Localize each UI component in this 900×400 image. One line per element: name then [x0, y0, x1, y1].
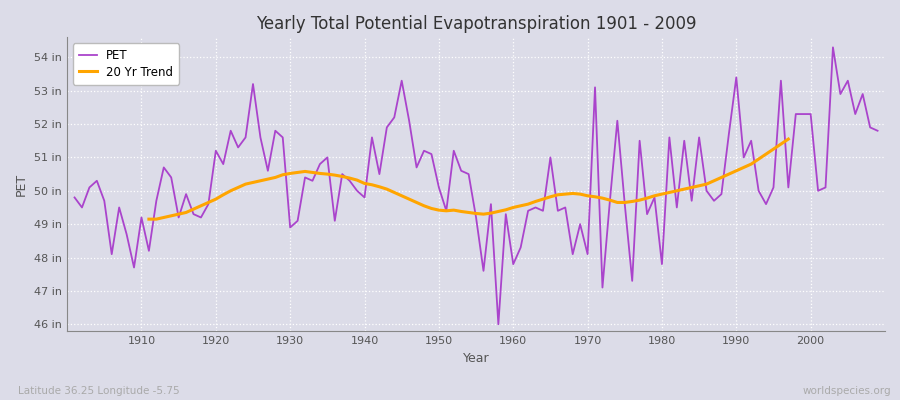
20 Yr Trend [248, 180, 258, 185]
PET [69, 195, 80, 200]
PET [292, 218, 303, 223]
PET [508, 262, 518, 266]
Legend: PET, 20 Yr Trend: PET, 20 Yr Trend [73, 43, 179, 84]
Text: worldspecies.org: worldspecies.org [803, 386, 891, 396]
X-axis label: Year: Year [463, 352, 490, 365]
PET [516, 245, 526, 250]
PET [605, 198, 616, 203]
Y-axis label: PET: PET [15, 172, 28, 196]
PET [828, 45, 839, 50]
PET [337, 172, 347, 176]
20 Yr Trend [464, 210, 474, 215]
PET [872, 128, 883, 133]
Line: PET: PET [75, 47, 878, 324]
20 Yr Trend [284, 171, 295, 176]
20 Yr Trend [783, 137, 794, 142]
Title: Yearly Total Potential Evapotranspiration 1901 - 2009: Yearly Total Potential Evapotranspiratio… [256, 15, 697, 33]
PET [129, 265, 140, 270]
Text: Latitude 36.25 Longitude -5.75: Latitude 36.25 Longitude -5.75 [18, 386, 180, 396]
20 Yr Trend [411, 200, 422, 205]
20 Yr Trend [329, 173, 340, 178]
20 Yr Trend [143, 217, 154, 222]
Line: 20 Yr Trend: 20 Yr Trend [148, 139, 788, 219]
20 Yr Trend [664, 190, 675, 195]
PET [493, 322, 504, 327]
